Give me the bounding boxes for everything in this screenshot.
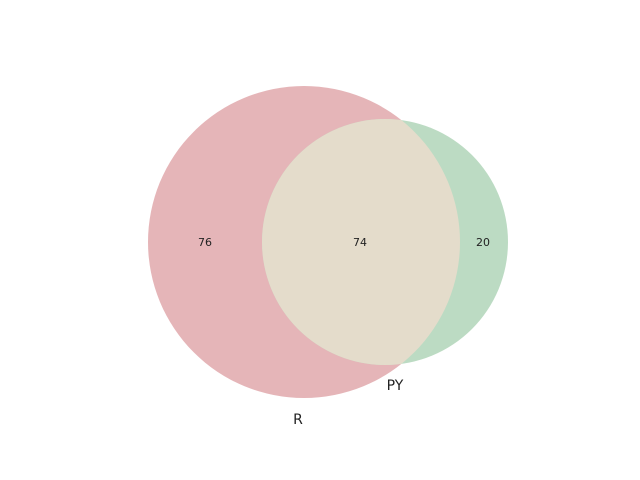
region-r-only-count: 76 [198,236,212,249]
set-py-label: PY [387,378,404,394]
set-r-label: R [293,412,303,428]
region-py-only-count: 20 [476,236,490,249]
overlap-region [262,119,460,365]
region-overlap-count: 74 [353,236,367,249]
